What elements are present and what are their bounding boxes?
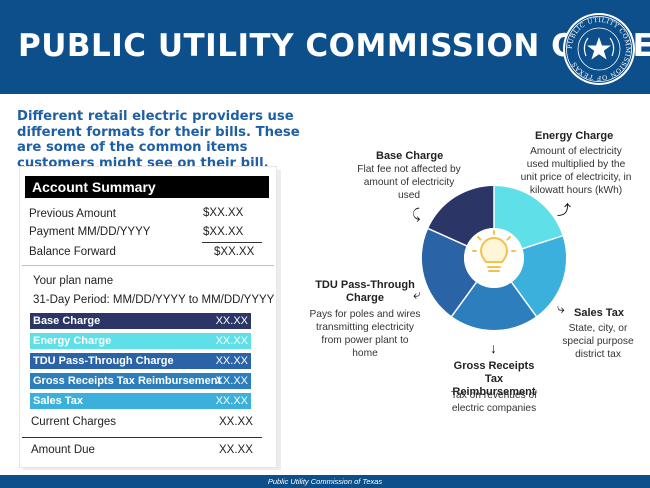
arrow-sales-icon: ⤷ [557,300,565,316]
charge-row-energy: Energy Charge XX.XX [30,333,251,349]
charge-value: XX.XX [215,375,248,387]
amount-due-value: XX.XX [219,444,253,456]
arrow-base-icon: ⤹ [412,206,421,222]
charge-label: Sales Tax [33,395,83,407]
arrow-gross-icon: ↓ [490,340,497,356]
segment-gross-receipts [451,282,537,331]
charge-value: XX.XX [215,315,248,327]
header-banner: PUBLIC UTILITY COMMISSION OF TEXAS PUBLI… [0,0,650,94]
base-charge-desc: Flat fee not affected by amount of elect… [357,164,461,201]
charge-value: XX.XX [215,335,248,347]
energy-charge-desc: Amount of electricity used multiplied by… [520,146,632,196]
sales-tax-desc: State, city, or special purpose district… [562,323,634,360]
segment-tdu [421,228,477,317]
gross-receipts-desc: Tax on revenues of electric companies [450,390,538,414]
current-charges-value: XX.XX [219,416,253,428]
current-charges-label: Current Charges [31,416,117,428]
page-title: PUBLIC UTILITY COMMISSION OF TEXAS [18,28,650,64]
balance-forward-label: Balance Forward [29,246,116,258]
segment-sales-tax [511,235,567,317]
charge-value: XX.XX [215,395,248,407]
intro-text: Different retail electric providers use … [17,109,300,171]
commission-seal-icon: PUBLIC UTILITY COMMISSION OF TEXAS [563,13,635,85]
previous-amount-value: $XX.XX [203,207,244,219]
charge-row-tdu: TDU Pass-Through Charge XX.XX [30,353,251,369]
arrow-tdu-icon: ⤶ [413,286,421,302]
arrow-energy-icon: ⤴ [557,202,571,218]
charge-label: Gross Receipts Tax Reimbursement [33,375,222,387]
tdu-desc: Pays for poles and wires transmitting el… [309,309,421,359]
segment-energy-charge [494,186,563,249]
payment-value: $XX.XX [203,226,244,238]
account-summary-heading: Account Summary [25,176,269,198]
billing-period: 31-Day Period: MM/DD/YYYY to MM/DD/YYYY [33,294,275,306]
charge-row-gross-receipts: Gross Receipts Tax Reimbursement XX.XX [30,373,251,389]
balance-forward-value: $XX.XX [214,246,255,258]
charges-donut-diagram [421,185,567,331]
segment-base-charge [428,185,494,246]
charge-value: XX.XX [215,355,248,367]
charge-row-base: Base Charge XX.XX [30,313,251,329]
charge-row-sales-tax: Sales Tax XX.XX [30,393,251,409]
charge-label: Base Charge [33,315,101,327]
sales-tax-title: Sales Tax [574,307,624,319]
lightbulb-icon [472,230,516,272]
charge-label: TDU Pass-Through Charge [33,355,174,367]
base-charge-title: Base Charge [376,150,444,162]
gross-receipts-title: Gross Receipts Tax Reimbursement [452,360,536,398]
section-divider [22,265,274,266]
footer-bar: Public Utility Commission of Texas [0,475,650,488]
plan-name: Your plan name [33,275,114,287]
previous-amount-label: Previous Amount [29,208,116,220]
total-rule [22,437,262,438]
tdu-title: TDU Pass-Through Charge [315,279,415,304]
payment-label: Payment MM/DD/YYYY [29,226,151,238]
energy-charge-title: Energy Charge [535,130,614,142]
subtotal-rule [202,242,262,243]
charge-label: Energy Charge [33,335,112,347]
amount-due-label: Amount Due [31,444,95,456]
